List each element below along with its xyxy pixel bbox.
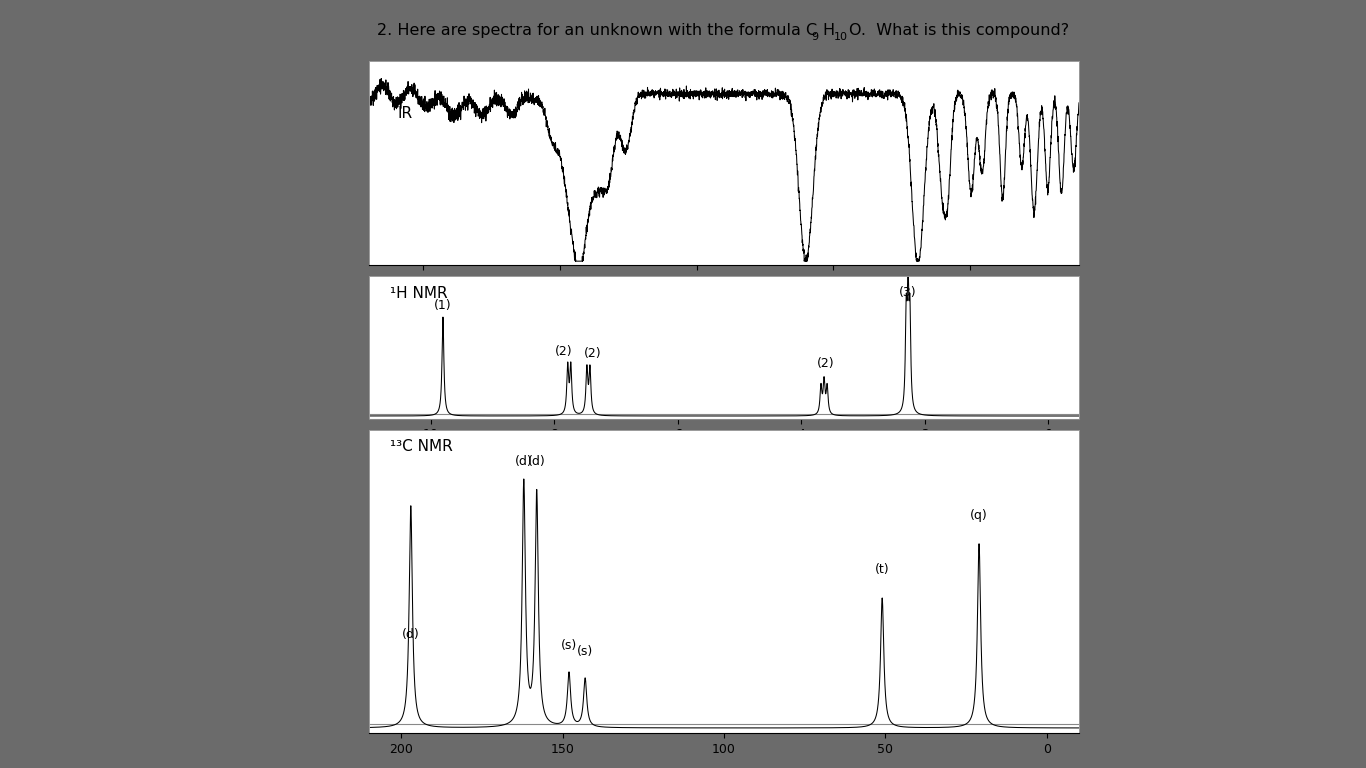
Text: (2): (2): [817, 357, 835, 370]
Text: (d): (d): [402, 628, 419, 641]
Text: (2): (2): [583, 347, 601, 360]
Text: H: H: [822, 23, 835, 38]
Text: O.  What is this compound?: O. What is this compound?: [850, 23, 1070, 38]
Text: ¹H NMR: ¹H NMR: [391, 286, 448, 301]
Text: (3): (3): [899, 286, 917, 300]
Text: (d): (d): [527, 455, 545, 468]
Text: (1): (1): [434, 299, 452, 312]
Text: 10: 10: [833, 32, 847, 42]
Text: 9: 9: [811, 32, 818, 42]
Text: ¹³C NMR: ¹³C NMR: [391, 439, 454, 454]
Text: (2): (2): [555, 345, 572, 358]
Text: (t): (t): [874, 564, 889, 576]
Text: (d): (d): [515, 455, 533, 468]
Text: (s): (s): [576, 644, 593, 657]
Text: IR: IR: [398, 106, 413, 121]
Text: 2. Here are spectra for an unknown with the formula C: 2. Here are spectra for an unknown with …: [377, 23, 817, 38]
Text: (s): (s): [561, 639, 576, 652]
Text: (q): (q): [970, 509, 988, 522]
